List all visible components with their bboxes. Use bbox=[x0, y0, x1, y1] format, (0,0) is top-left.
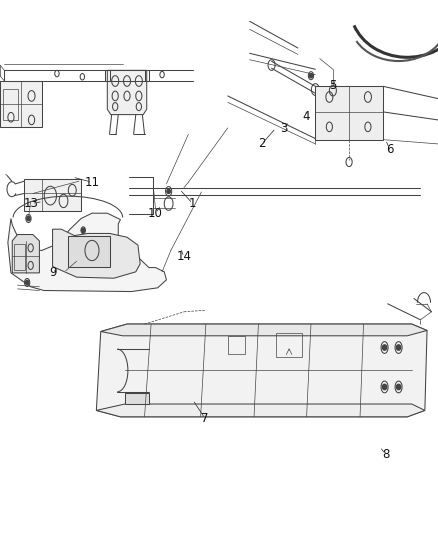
Text: 2: 2 bbox=[258, 138, 266, 150]
Circle shape bbox=[81, 228, 85, 232]
Bar bbox=[276, 333, 302, 357]
Text: 3: 3 bbox=[280, 123, 287, 135]
Bar bbox=[14, 244, 25, 270]
Polygon shape bbox=[0, 81, 42, 127]
Bar bbox=[3, 89, 18, 120]
Text: 8: 8 bbox=[382, 448, 389, 461]
Polygon shape bbox=[8, 213, 166, 292]
Text: 14: 14 bbox=[177, 251, 191, 263]
Circle shape bbox=[167, 189, 170, 193]
Text: 9: 9 bbox=[49, 266, 57, 279]
Polygon shape bbox=[96, 404, 425, 417]
Polygon shape bbox=[53, 229, 140, 278]
Circle shape bbox=[25, 280, 29, 285]
Text: 5: 5 bbox=[329, 79, 336, 92]
Text: 10: 10 bbox=[148, 207, 163, 220]
Circle shape bbox=[396, 345, 401, 350]
Text: 4: 4 bbox=[302, 110, 310, 123]
Polygon shape bbox=[107, 70, 147, 115]
Text: 1: 1 bbox=[189, 197, 197, 210]
Bar bbox=[228, 336, 245, 354]
Text: 6: 6 bbox=[386, 143, 394, 156]
Polygon shape bbox=[96, 324, 427, 417]
Circle shape bbox=[396, 384, 401, 390]
Polygon shape bbox=[101, 324, 427, 336]
Circle shape bbox=[382, 384, 387, 390]
Polygon shape bbox=[315, 86, 383, 140]
Polygon shape bbox=[24, 179, 81, 211]
Circle shape bbox=[382, 345, 387, 350]
Circle shape bbox=[27, 216, 30, 221]
Text: 7: 7 bbox=[201, 412, 209, 425]
Polygon shape bbox=[125, 393, 149, 404]
Circle shape bbox=[309, 74, 313, 78]
Text: 13: 13 bbox=[24, 197, 39, 210]
Polygon shape bbox=[12, 235, 39, 273]
Bar bbox=[68, 236, 110, 266]
Text: 11: 11 bbox=[85, 176, 99, 189]
